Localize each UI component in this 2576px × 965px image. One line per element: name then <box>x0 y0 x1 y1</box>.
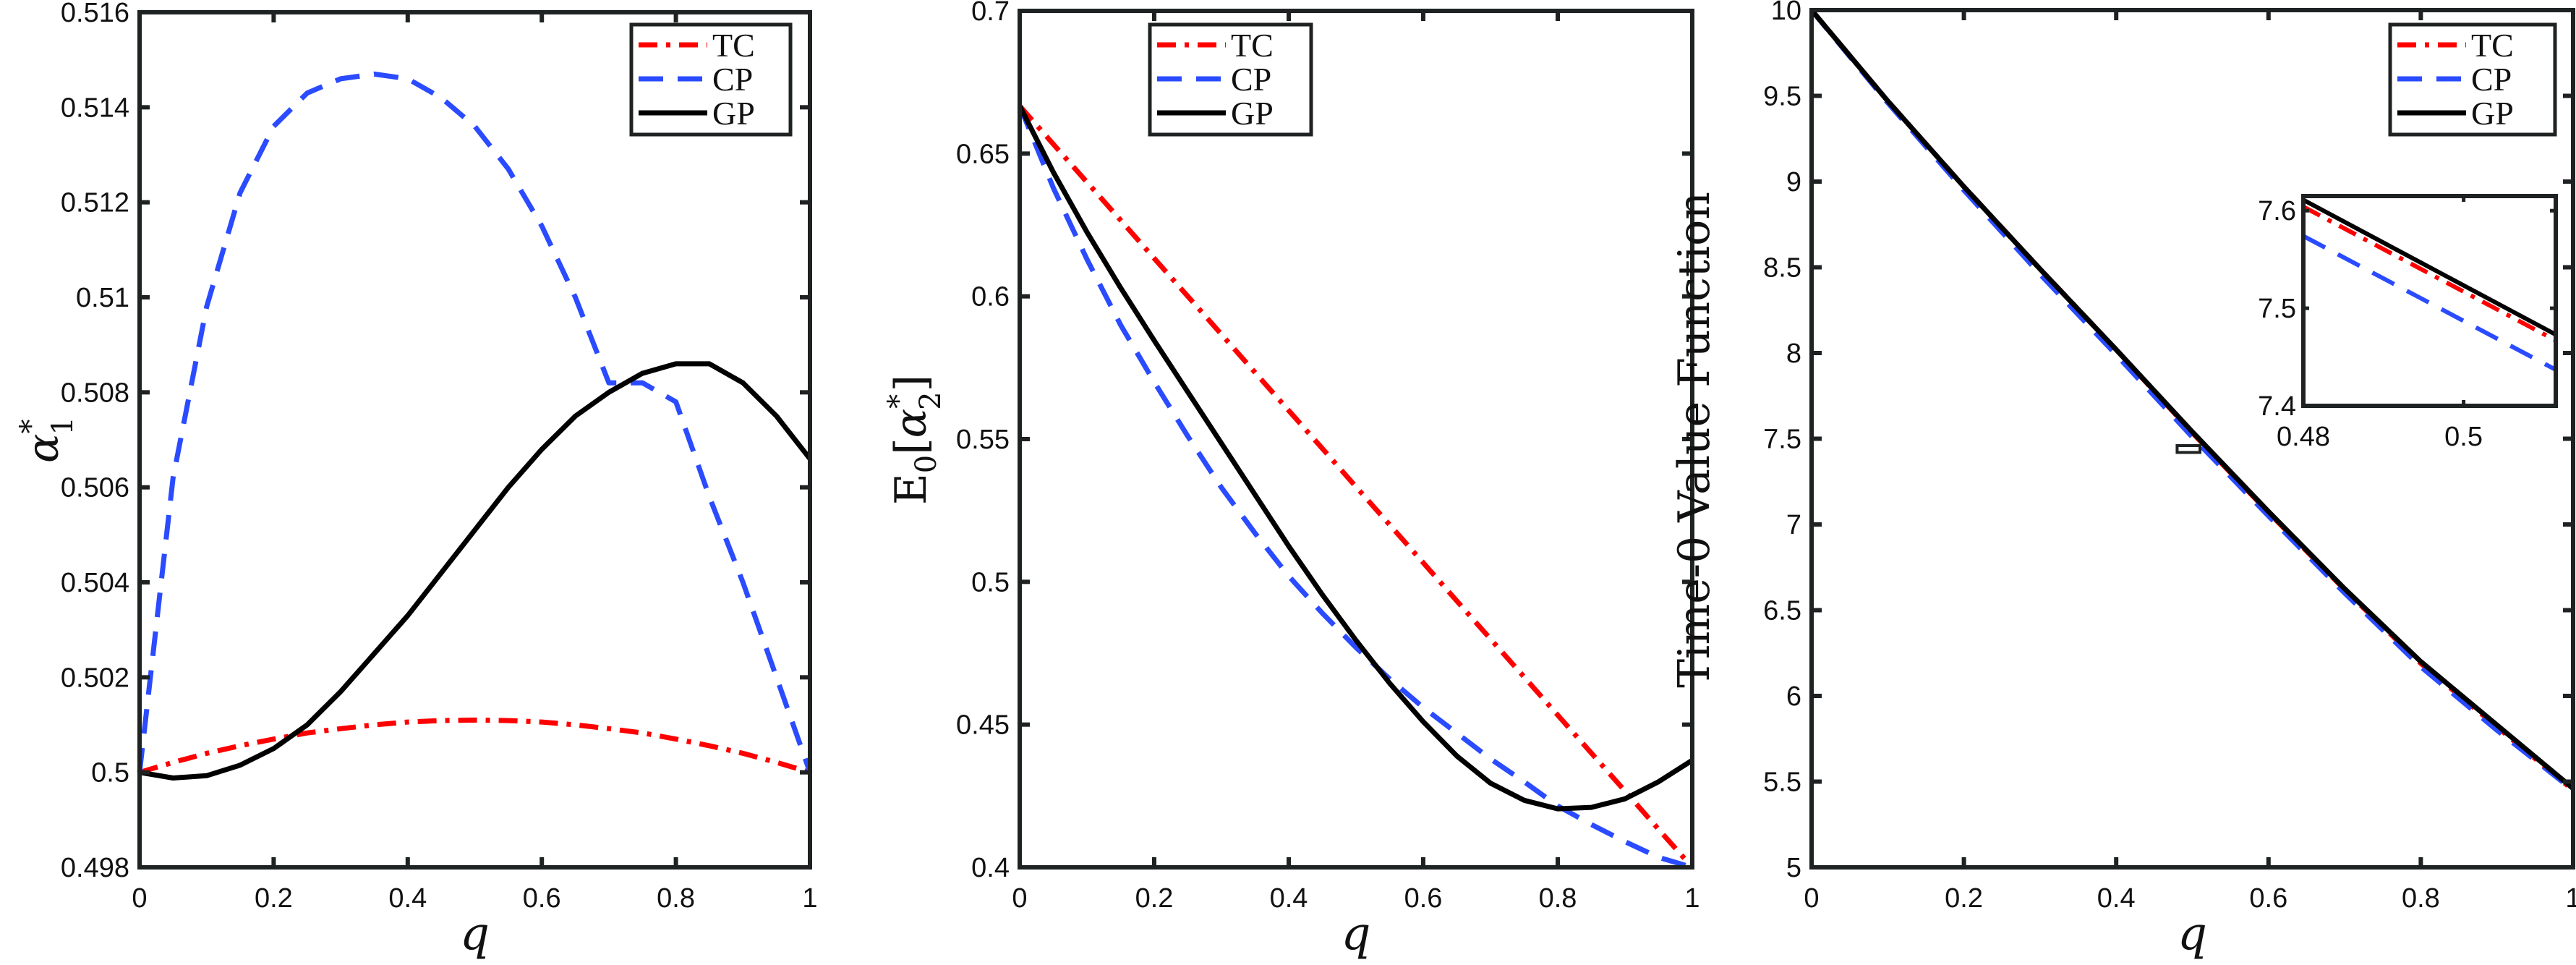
x-tick-label: 0.6 <box>523 883 561 914</box>
x-tick-label: 1 <box>2565 883 2576 914</box>
inset-series-tc <box>2302 205 2557 343</box>
chart-panel-2: 0 0.2 0.4 0.6 0.8 1 0.4 0.45 0.5 0.55 0.6 0.65 0.7 q E… <box>882 0 1700 961</box>
axes-box <box>1018 9 1694 870</box>
legend-label-cp: CP <box>1231 61 1271 98</box>
legend-label-cp: CP <box>712 61 753 98</box>
axes-box <box>137 10 812 870</box>
x-axis-label: q <box>2178 907 2207 961</box>
series-gp-line <box>1809 8 2575 791</box>
x-axis-label: q <box>460 907 490 961</box>
inset-y-tick-label: 7.4 <box>2258 391 2296 422</box>
inset-chart: 0.48 0.5 7.4 7.5 7.6 <box>2258 194 2558 452</box>
y-axis-label: Time-0 Value Function <box>1669 192 1720 688</box>
series-tc-line <box>1018 104 1694 870</box>
x-tick-label: 0 <box>1012 883 1027 914</box>
x-tick-label: 1 <box>802 883 817 914</box>
y-tick-label: 5 <box>1786 853 1801 883</box>
x-tick-label: 0.2 <box>255 883 293 914</box>
legend-label-gp: GP <box>2471 95 2514 132</box>
y-tick-label: 0.516 <box>61 0 129 28</box>
y-tick-label: 0.7 <box>971 0 1010 27</box>
y-tick-label: 0.504 <box>61 568 129 598</box>
legend-label-gp: GP <box>1231 95 1274 132</box>
legend-label-cp: CP <box>2471 61 2512 98</box>
inset-y-tick-label: 7.6 <box>2258 196 2296 226</box>
y-tick-label: 0.498 <box>61 853 129 883</box>
x-tick-label: 0.4 <box>1270 883 1308 914</box>
x-tick-label: 0.4 <box>388 883 427 914</box>
x-tick-label: 0 <box>132 883 147 914</box>
y-tick-label: 8.5 <box>1763 253 1801 284</box>
y-tick-label: 0.51 <box>76 283 129 313</box>
series-gp-line <box>1017 104 1694 812</box>
inset-x-tick-label: 0.5 <box>2444 422 2483 452</box>
y-tick-label: 0.45 <box>956 710 1010 741</box>
series-cp-line <box>1017 105 1693 870</box>
inset-series-cp <box>2302 234 2557 372</box>
y-tick-label: 5.5 <box>1763 768 1801 798</box>
x-axis-label: q <box>1342 907 1371 961</box>
y-axis-label: E0[α*2] <box>882 375 947 505</box>
chart-panel-1: 0 0.2 0.4 0.6 0.8 1 0.498 0.5 0.502 0.504 0.506 0.5… <box>14 0 818 961</box>
x-tick-label: 0 <box>1804 883 1819 914</box>
y-tick-label: 0.502 <box>61 663 129 693</box>
x-tick-label: 0.4 <box>2097 883 2136 914</box>
legend-label-gp: GP <box>712 95 755 132</box>
y-tick-label: 10 <box>1771 0 1801 26</box>
series-cp-line <box>137 71 813 773</box>
legend-label-tc: TC <box>2471 27 2514 64</box>
legend-label-tc: TC <box>1231 27 1274 64</box>
x-tick-label: 0.8 <box>2402 883 2440 914</box>
y-axis-label: α*1 <box>14 417 80 463</box>
x-tick-label: 0.2 <box>1135 883 1174 914</box>
x-tick-label: 0.2 <box>1945 883 1983 914</box>
y-tick-label: 6 <box>1786 681 1801 712</box>
x-tick-label: 1 <box>1684 883 1699 914</box>
x-tick-label: 0.8 <box>657 883 695 914</box>
y-tick-label: 0.55 <box>956 425 1010 455</box>
y-tick-label: 0.512 <box>61 188 129 218</box>
x-tick-label: 0.6 <box>1404 883 1443 914</box>
y-tick-label: 0.508 <box>61 378 129 408</box>
y-tick-label: 0.65 <box>956 139 1010 169</box>
y-tick-label: 7 <box>1786 510 1801 540</box>
y-tick-label: 0.6 <box>971 282 1010 313</box>
y-tick-label: 0.4 <box>971 853 1010 883</box>
legend-label-tc: TC <box>712 27 755 64</box>
inset-series-gp <box>2302 197 2557 337</box>
x-tick-label: 0.6 <box>2249 883 2287 914</box>
chart-panel-3: 0 0.2 0.4 0.6 0.8 1 5 5.5 6 6.5 7 7.5 8 8.5 9 9.5 10 q Tim… <box>1669 0 2576 961</box>
inset-y-tick-label: 7.5 <box>2258 294 2296 324</box>
inset-x-tick-label: 0.48 <box>2277 422 2330 452</box>
y-tick-label: 7.5 <box>1763 425 1801 455</box>
y-tick-label: 6.5 <box>1763 596 1801 626</box>
series-gp-line <box>139 361 812 781</box>
y-tick-label: 9.5 <box>1763 82 1801 112</box>
y-tick-label: 9 <box>1786 167 1801 197</box>
y-tick-label: 8 <box>1786 339 1801 369</box>
x-tick-label: 0.8 <box>1539 883 1577 914</box>
y-tick-label: 0.514 <box>61 93 129 123</box>
zoom-region-box <box>2175 443 2202 454</box>
y-tick-label: 0.5 <box>971 567 1010 598</box>
y-tick-label: 0.5 <box>91 758 129 788</box>
series-tc-line <box>139 717 811 775</box>
y-tick-label: 0.506 <box>61 473 129 503</box>
